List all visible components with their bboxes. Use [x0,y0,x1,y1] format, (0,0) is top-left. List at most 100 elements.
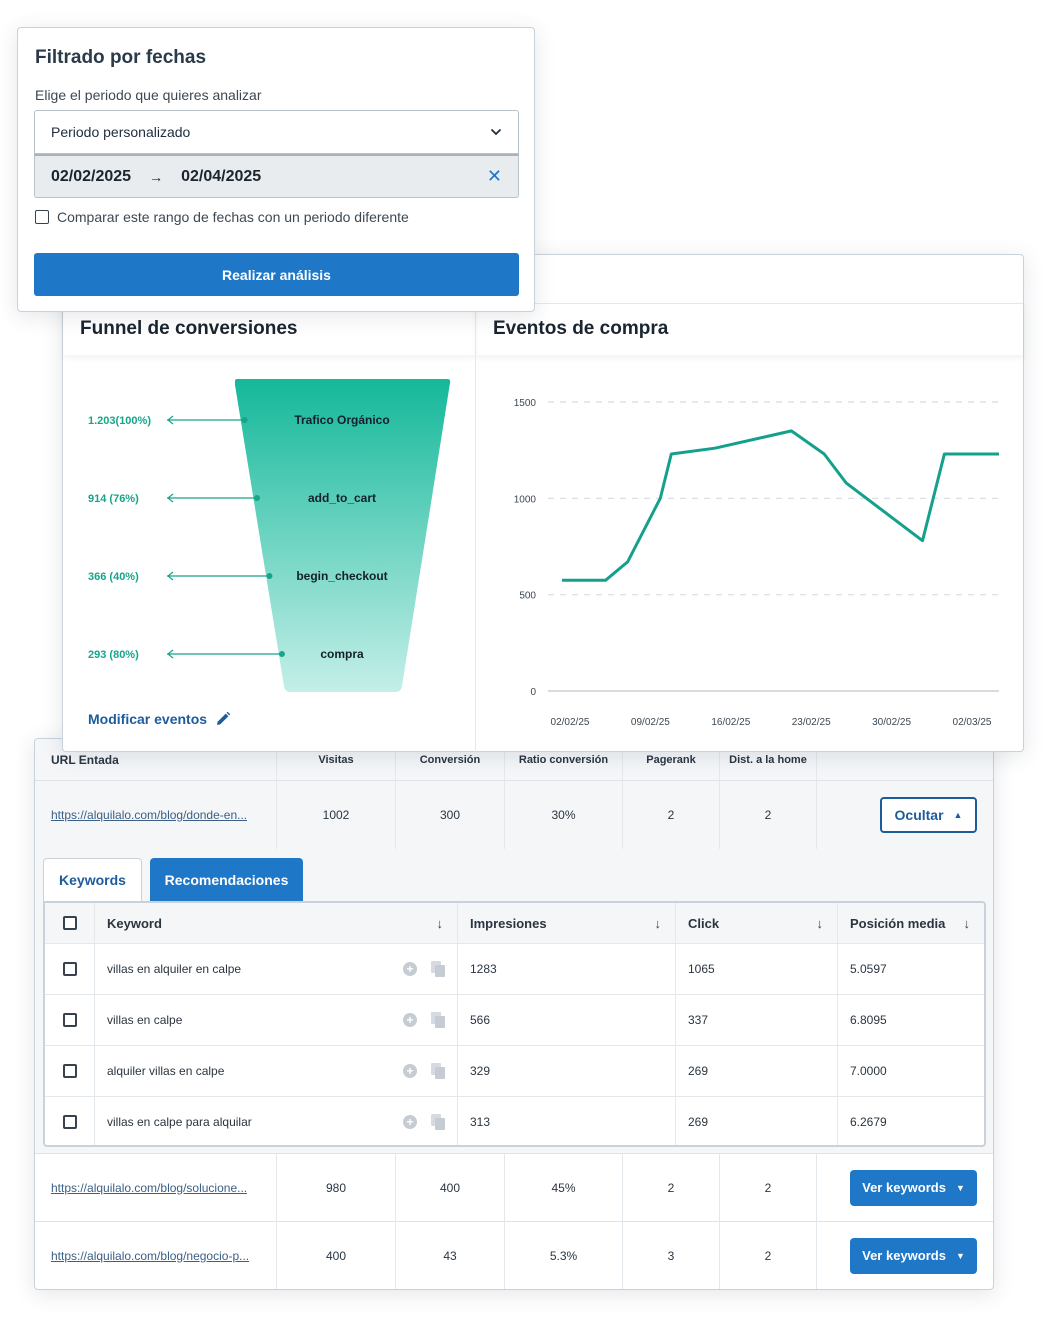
add-circle-icon[interactable]: + [403,1115,417,1129]
funnel-step-value: 1.203(100%) [88,415,151,427]
cell-click: 269 [676,1097,838,1145]
cell-impressions: 329 [458,1046,676,1096]
url-link[interactable]: https://alquilalo.com/blog/negocio-p... [51,1248,250,1263]
add-circle-icon[interactable]: + [403,962,417,976]
cell-visits: 1002 [277,781,396,849]
funnel-step-label: Trafico Orgánico [294,413,389,427]
view-keywords-button[interactable]: Ver keywords ▼ [850,1237,977,1274]
cell-keyword: villas en calpe para alquilar [107,1115,252,1129]
url-link[interactable]: https://alquilalo.com/blog/donde-en... [51,808,248,822]
arrow-left-icon [167,649,174,659]
table-row: https://alquilalo.com/blog/solucione... … [35,1153,993,1221]
row-checkbox[interactable] [62,1064,77,1078]
modify-events-label: Modificar eventos [88,711,208,727]
x-tick-label: 23/02/25 [792,717,831,728]
sort-arrow-icon[interactable]: ↓ [436,915,444,931]
copy-icon[interactable] [431,1063,445,1079]
table-row: https://alquilalo.com/blog/donde-en... 1… [35,781,993,849]
keyword-row: villas en calpe + 566 337 6.8095 [45,994,984,1045]
row-checkbox[interactable] [62,1013,77,1027]
cell-avg-position: 6.8095 [850,1013,887,1027]
header-conversion: Conversión [396,739,505,780]
y-tick-label: 1500 [514,398,537,409]
funnel-step-value: 366 (40%) [88,571,139,583]
clear-dates-icon[interactable]: ✕ [486,166,502,186]
hide-keywords-label: Ocultar [894,807,944,823]
keywords-table: Keyword ↓ Impresiones ↓ Click ↓ Posición me… [43,901,986,1147]
modify-events-button[interactable]: Modificar eventos [88,711,231,727]
cell-keyword: alquiler villas en calpe [107,1064,225,1078]
copy-icon[interactable] [431,961,445,977]
header-keyword: Keyword [107,915,162,931]
cell-click: 337 [676,995,838,1045]
date-filter-card: Filtrado por fechas Elige el periodo que… [17,27,535,312]
arrow-right-icon: → [149,168,164,185]
cell-dist-home: 2 [720,1154,817,1221]
funnel-step-label: compra [320,647,364,661]
cell-click: 1065 [676,944,838,994]
sort-arrow-icon[interactable]: ↓ [654,915,662,931]
run-analysis-button[interactable]: Realizar análisis [34,253,519,296]
row-checkbox[interactable] [62,1115,77,1129]
x-tick-label: 30/02/25 [872,717,911,728]
tab-keywords[interactable]: Keywords [43,858,142,901]
caret-down-icon: ▼ [955,1250,965,1261]
funnel-step-label: add_to_cart [308,491,376,505]
date-from[interactable]: 02/02/2025 [51,167,132,185]
cell-impressions: 313 [458,1097,676,1145]
copy-icon[interactable] [431,1114,445,1130]
header-dist-home: Dist. a la home [720,739,817,780]
y-tick-label: 1000 [514,494,537,505]
period-select[interactable]: Periodo personalizado [34,110,519,154]
add-circle-icon[interactable]: + [403,1064,417,1078]
cell-avg-position: 6.2679 [850,1115,887,1129]
keywords-table-header: Keyword ↓ Impresiones ↓ Click ↓ Posición me… [45,903,984,943]
cell-impressions: 566 [458,995,676,1045]
cell-impressions: 1283 [458,944,676,994]
funnel-step-label: begin_checkout [296,569,387,583]
copy-icon[interactable] [431,1012,445,1028]
header-click: Click [688,915,720,931]
arrow-left-icon [167,571,174,581]
funnel-shape [235,379,451,692]
sort-arrow-icon[interactable]: ↓ [963,915,971,931]
cell-conversion: 400 [396,1154,505,1221]
y-tick-label: 500 [519,591,536,602]
sort-arrow-icon[interactable]: ↓ [816,915,824,931]
compare-checkbox[interactable] [35,210,49,224]
select-all-checkbox[interactable] [62,916,77,930]
y-tick-label: 0 [530,687,536,698]
compare-label: Comparar este rango de fechas con un per… [57,209,409,225]
date-to[interactable]: 02/04/2025 [181,167,262,185]
x-tick-label: 02/02/25 [551,717,590,728]
cell-dist-home: 2 [720,781,817,849]
header-avg-position: Posición media [850,915,946,931]
cell-click: 269 [676,1046,838,1096]
cell-dist-home: 2 [720,1222,817,1289]
date-filter-subtitle: Elige el periodo que quieres analizar [35,87,262,103]
cell-conversion: 300 [396,781,505,849]
keyword-row: alquiler villas en calpe + 329 269 7.0000 [45,1045,984,1096]
tab-recommendations[interactable]: Recomendaciones [150,858,303,901]
purchase-events-title: Eventos de compra [493,318,669,339]
cell-visits: 400 [277,1222,396,1289]
row-checkbox[interactable] [62,962,77,976]
cell-avg-position: 5.0597 [850,962,887,976]
x-tick-label: 02/03/25 [953,717,992,728]
caret-up-icon: ▲ [953,810,963,820]
cell-keyword: villas en alquiler en calpe [107,962,242,976]
date-range-field[interactable]: 02/02/2025 → 02/04/2025 ✕ [34,154,519,198]
cell-ratio: 5.3% [505,1222,623,1289]
cell-conversion: 43 [396,1222,505,1289]
funnel-title: Funnel de conversiones [80,318,298,339]
hide-keywords-button[interactable]: Ocultar ▲ [880,797,977,833]
url-link[interactable]: https://alquilalo.com/blog/solucione... [51,1180,248,1195]
chevron-down-icon [490,128,502,136]
funnel-step-value: 914 (76%) [88,493,139,505]
compare-period-option[interactable]: Comparar este rango de fechas con un per… [35,209,409,225]
pencil-icon [217,711,231,725]
view-keywords-label: Ver keywords [862,1180,946,1195]
keyword-row: villas en calpe para alquilar + 313 269 6… [45,1096,984,1145]
add-circle-icon[interactable]: + [403,1013,417,1027]
view-keywords-button[interactable]: Ver keywords ▼ [850,1169,977,1206]
